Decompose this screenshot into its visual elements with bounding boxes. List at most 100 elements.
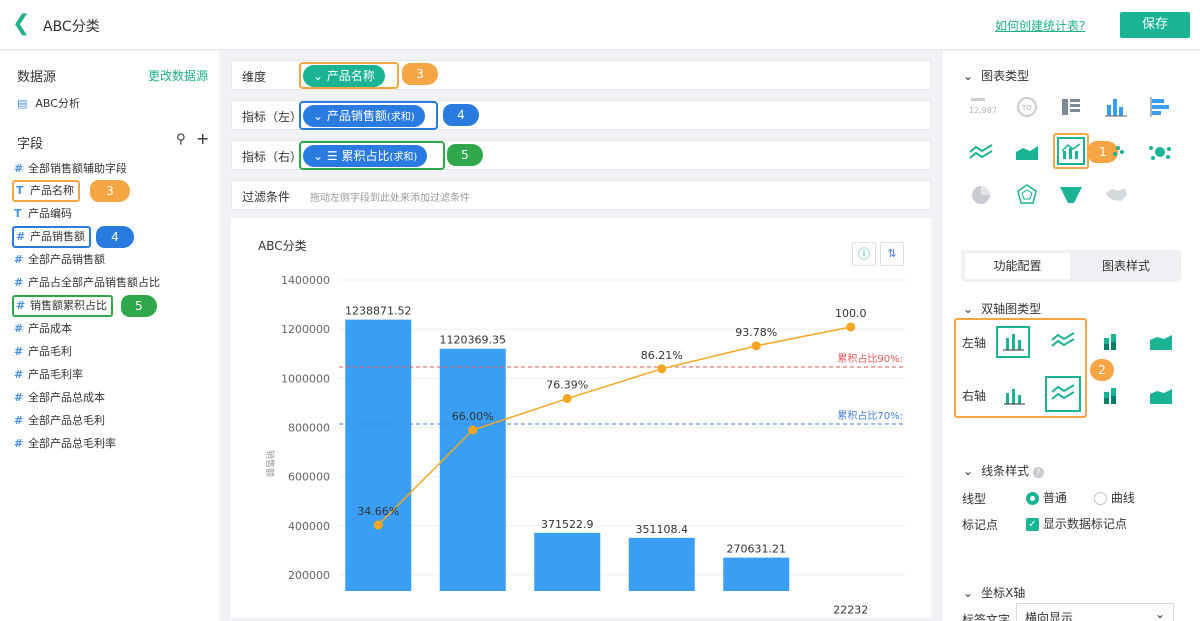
table-chart-icon[interactable]	[1058, 95, 1084, 122]
search-icon[interactable]: ⚲	[176, 132, 186, 147]
field-item[interactable]: # 全部销售额辅助字段	[14, 158, 127, 180]
number-type-icon: #	[14, 437, 24, 450]
y-axis-label: 销售额	[264, 450, 276, 477]
field-item[interactable]: # 全部产品销售额	[14, 249, 105, 271]
info-icon[interactable]: ⓘ	[852, 242, 876, 266]
area-chart-icon[interactable]	[1014, 140, 1040, 167]
field-name: 全部销售额辅助字段	[28, 162, 127, 175]
filter-row[interactable]: 过滤条件 拖动左侧字段到此处来添加过滤条件	[231, 180, 931, 210]
right-axis-column-option[interactable]	[1001, 383, 1029, 410]
right-axis-area-option[interactable]	[1148, 384, 1174, 409]
text-type-icon: T	[14, 207, 22, 220]
line-point	[846, 322, 856, 332]
kpi-chart-icon[interactable]: 12,987	[968, 95, 997, 119]
chart-type-section[interactable]: ⌄ 图表类型	[963, 67, 1029, 84]
field-item[interactable]: # 全部产品总成本	[14, 387, 105, 409]
field-name: 产品毛利	[28, 345, 72, 358]
field-item-product-name[interactable]: T 产品名称	[12, 180, 80, 202]
line-style-section[interactable]: ⌄ 线条样式 ?	[963, 462, 1044, 479]
badge-number: 3	[106, 184, 114, 198]
left-axis-line-option[interactable]	[1050, 328, 1078, 355]
badge-5-left: 5	[121, 295, 157, 317]
field-item[interactable]: T 产品编码	[14, 203, 72, 225]
change-datasource-link[interactable]: 更改数据源	[148, 69, 209, 83]
metric-left-value: 产品销售额	[326, 109, 387, 123]
map-chart-icon[interactable]	[1103, 183, 1129, 210]
metric-right-value: 累积占比	[341, 149, 390, 163]
chevron-down-icon: ⌄	[963, 69, 974, 83]
badge-3: 3	[402, 63, 438, 85]
dual-axis-chart-icon[interactable]	[1057, 137, 1085, 165]
badge-4-left: 4	[96, 226, 134, 248]
add-field-icon[interactable]: +	[196, 129, 210, 148]
badge-number: 5	[461, 148, 469, 162]
dimension-pill[interactable]: ⌄ 产品名称	[303, 65, 385, 87]
line-normal-radio[interactable]: 普通	[1026, 489, 1067, 506]
cumulative-line	[377, 326, 851, 526]
sort-icon[interactable]: ⇅	[880, 242, 904, 266]
number-type-icon: #	[14, 345, 24, 358]
pie-chart-icon[interactable]	[968, 183, 994, 210]
gauge-chart-icon[interactable]: TO	[1014, 95, 1040, 122]
right-axis-line-option[interactable]	[1045, 376, 1081, 412]
line-style-label: 线条样式	[981, 464, 1030, 478]
left-axis-stacked-option[interactable]	[1100, 330, 1124, 355]
right-panel	[943, 51, 1200, 621]
field-item-cumulative-share[interactable]: # 销售额累积占比	[12, 295, 113, 317]
badge-number: 3	[416, 67, 424, 81]
field-item[interactable]: # 产品毛利率	[14, 364, 83, 386]
metric-right-label: 指标（右）	[242, 150, 303, 164]
number-type-icon: #	[14, 368, 24, 381]
line-point	[373, 520, 383, 530]
radar-chart-icon[interactable]	[1014, 183, 1040, 210]
chevron-down-icon: ⌄	[313, 69, 324, 83]
field-name: 产品毛利率	[28, 368, 83, 381]
field-item[interactable]: # 全部产品总毛利	[14, 410, 105, 432]
marker-label: 标记点	[962, 518, 999, 532]
bar	[534, 532, 601, 591]
dual-axis-section[interactable]: ⌄ 双轴图类型	[963, 300, 1041, 317]
aggregation-label: (求和)	[386, 112, 415, 123]
y-tick-label: 1000000	[281, 372, 330, 385]
metric-right-pill[interactable]: ⌄ ☰ 累积占比(求和)	[303, 145, 428, 167]
field-item[interactable]: # 产品成本	[14, 318, 72, 340]
reference-line-label: 累积占比90%:	[837, 352, 903, 365]
marker-checkbox[interactable]: ✓ 显示数据标记点	[1026, 515, 1127, 532]
metric-left-highlight	[299, 101, 438, 130]
tab-function-config[interactable]: 功能配置	[965, 253, 1070, 279]
y-tick-label: 600000	[288, 471, 330, 484]
line-chart-icon[interactable]	[968, 140, 994, 167]
chevron-down-icon: ⌄	[963, 302, 974, 316]
funnel-chart-icon[interactable]	[1058, 183, 1084, 210]
metric-left-pill[interactable]: ⌄ 产品销售额(求和)	[303, 105, 425, 127]
field-name: 产品成本	[28, 322, 72, 335]
save-button[interactable]: 保存	[1120, 12, 1190, 38]
field-item-product-sales[interactable]: # 产品销售额	[12, 226, 91, 248]
line-curve-radio[interactable]: 曲线	[1094, 489, 1135, 506]
right-axis-stacked-option[interactable]	[1100, 384, 1124, 409]
dataset-item[interactable]: ▤ ABC分析	[17, 95, 80, 111]
bar	[345, 319, 412, 591]
scatter-chart-icon[interactable]	[1108, 142, 1128, 165]
label-direction-select[interactable]: 横向显示 ⌄	[1016, 603, 1174, 621]
number-type-icon: #	[14, 414, 24, 427]
bar-chart-icon[interactable]	[1147, 95, 1173, 122]
badge-number: 5	[135, 299, 143, 313]
help-icon[interactable]: ?	[1032, 467, 1044, 478]
help-link[interactable]: 如何创建统计表?	[995, 19, 1086, 33]
field-item[interactable]: # 产品毛利	[14, 341, 72, 363]
column-chart-icon[interactable]	[1103, 95, 1129, 122]
left-axis-column-option[interactable]	[996, 326, 1030, 358]
back-icon[interactable]: ❮	[12, 11, 31, 36]
text-type-icon: T	[16, 184, 24, 197]
field-item[interactable]: # 全部产品总毛利率	[14, 433, 116, 455]
bar-value-label: 1238871.52	[345, 305, 411, 318]
tab-chart-style[interactable]: 图表样式	[1101, 259, 1150, 273]
field-item[interactable]: # 产品占全部产品销售额占比	[14, 272, 160, 294]
xaxis-section[interactable]: ⌄ 坐标X轴	[963, 584, 1025, 601]
left-axis-area-option[interactable]	[1148, 330, 1174, 355]
bubble-chart-icon[interactable]	[1147, 140, 1173, 167]
number-type-icon: #	[16, 299, 26, 312]
badge-2: 2	[1090, 359, 1114, 381]
reference-line-label: 累积占比70%:	[837, 409, 903, 422]
